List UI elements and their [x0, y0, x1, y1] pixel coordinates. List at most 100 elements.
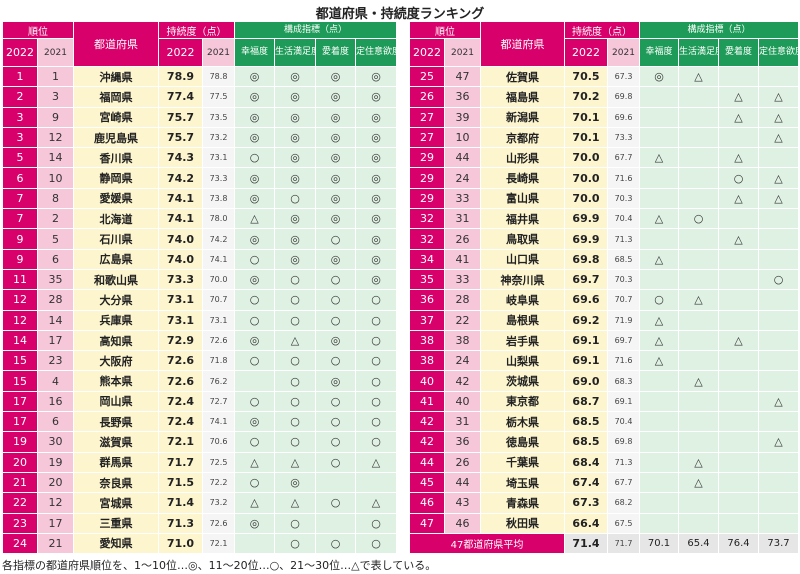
indicator-happiness-cell: ○: [234, 390, 275, 413]
rank-2022-cell: 11: [2, 268, 38, 291]
score-2022-cell: 73.1: [158, 309, 203, 331]
score-2021-cell: 69.8: [607, 431, 640, 453]
table-row: 3 12 鹿児島県 75.7 73.2 ◎ ◎ ◎ ◎: [2, 126, 398, 149]
indicator-attachment-header: 愛着度: [315, 38, 356, 67]
table-row: 26 36 福島県 70.2 69.8 △ △: [409, 86, 800, 108]
indicator-attachment-cell: ○: [315, 228, 356, 250]
prefecture-name-cell: 神奈川県: [480, 268, 565, 291]
rank-2022-cell: 3: [2, 126, 38, 149]
indicator-life-satisfaction-cell: [678, 187, 719, 210]
score-2021-cell: 73.2: [202, 492, 235, 514]
score-2021-cell: 67.3: [607, 65, 640, 88]
indicator-settlement-cell: [757, 147, 800, 169]
indicator-settlement-cell: [757, 370, 800, 392]
average-label: 47都道府県平均: [409, 532, 565, 554]
indicator-happiness-cell: ◎: [234, 228, 275, 250]
score-2022-header: 2022: [158, 38, 203, 67]
indicator-attachment-header: 愛着度: [718, 38, 759, 67]
rank-2021-cell: 10: [444, 126, 481, 149]
prefecture-name-cell: 広島県: [73, 248, 159, 270]
indicator-group-header: 構成指標（点）: [638, 21, 800, 39]
indicator-attachment-cell: [718, 431, 759, 453]
score-2022-cell: 71.5: [158, 471, 203, 494]
prefecture-name-cell: 愛知県: [73, 532, 159, 555]
prefecture-header: 都道府県: [480, 21, 565, 67]
indicator-happiness-cell: ◎: [234, 512, 275, 534]
score-2021-cell: 78.8: [202, 65, 235, 88]
score-2022-cell: 70.0: [564, 167, 608, 189]
indicator-attachment-cell: ○: [315, 350, 356, 372]
score-2021-cell: 73.5: [202, 106, 235, 128]
prefecture-name-cell: 石川県: [73, 228, 159, 250]
indicator-life-satisfaction-cell: ◎: [274, 167, 316, 189]
score-2022-cell: 69.8: [564, 248, 608, 270]
prefecture-name-cell: 富山県: [480, 187, 565, 210]
indicator-life-satisfaction-cell: [678, 492, 719, 514]
score-2021-cell: 71.9: [607, 309, 640, 331]
score-2022-cell: 72.6: [158, 350, 203, 372]
score-2021-cell: 72.6: [202, 512, 235, 534]
score-2022-cell: 71.7: [158, 451, 203, 473]
indicator-life-satisfaction-cell: ○: [274, 187, 316, 210]
score-2022-cell: 75.7: [158, 106, 203, 128]
score-2022-cell: 69.2: [564, 309, 608, 331]
indicator-life-satisfaction-cell: ◎: [274, 126, 316, 149]
indicator-happiness-cell: ◎: [234, 126, 275, 149]
score-2021-cell: 70.0: [202, 268, 235, 291]
rank-2021-header: 2021: [37, 38, 74, 67]
rank-2022-cell: 41: [409, 390, 445, 413]
score-2021-cell: 68.2: [607, 492, 640, 514]
score-2021-cell: 67.5: [607, 512, 640, 534]
score-2021-header: 2021: [607, 38, 640, 67]
rank-2021-cell: 9: [37, 106, 74, 128]
indicator-happiness-header: 幸福度: [639, 38, 679, 67]
table-row: 29 44 山形県 70.0 67.7 △ △: [409, 147, 800, 169]
indicator-happiness-cell: [639, 167, 679, 189]
rank-2021-cell: 3: [37, 86, 74, 108]
indicator-life-satisfaction-cell: [678, 350, 719, 372]
indicator-life-satisfaction-cell: [678, 390, 719, 413]
rank-2021-cell: 4: [37, 370, 74, 392]
table-row: 25 47 佐賀県 70.5 67.3 ◎ △: [409, 65, 800, 88]
score-2021-cell: 72.2: [202, 471, 235, 494]
score-2022-cell: 73.1: [158, 289, 203, 311]
rank-2022-header: 2022: [409, 38, 445, 67]
indicator-attachment-cell: ◎: [315, 147, 356, 169]
ranking-table-left: 順位 都道府県 持続度（点） 構成指標（点） 2022 2021 2022 20…: [2, 21, 398, 555]
score-2022-cell: 68.7: [564, 390, 608, 413]
indicator-attachment-cell: [718, 512, 759, 534]
table-row: 45 44 埼玉県 67.4 67.7 △: [409, 471, 800, 494]
rank-2022-cell: 7: [2, 187, 38, 210]
indicator-happiness-cell: ○: [234, 289, 275, 311]
indicator-settlement-header: 定住意欲度: [354, 38, 398, 67]
rank-2022-cell: 42: [409, 431, 445, 453]
indicator-happiness-cell: [234, 370, 275, 392]
table-row: 1 1 沖縄県 78.9 78.8 ◎ ◎ ◎ ◎: [2, 65, 398, 88]
rank-2021-cell: 2: [37, 208, 74, 230]
rank-2021-cell: 28: [444, 289, 481, 311]
prefecture-name-cell: 宮城県: [73, 492, 159, 514]
score-2022-cell: 69.9: [564, 208, 608, 230]
indicator-settlement-cell: ◎: [354, 106, 398, 128]
indicator-settlement-cell: ◎: [354, 187, 398, 210]
score-2021-cell: 72.5: [202, 451, 235, 473]
indicator-life-satisfaction-cell: [678, 411, 719, 433]
indicator-happiness-cell: [639, 228, 679, 250]
rank-2022-header: 2022: [2, 38, 38, 67]
rank-group-header: 順位: [2, 21, 74, 39]
indicator-settlement-cell: ○: [354, 512, 398, 534]
table-row: 14 17 高知県 72.9 72.6 ◎ △ ◎ ○: [2, 329, 398, 352]
indicator-settlement-cell: ◎: [354, 126, 398, 149]
rank-2022-cell: 5: [2, 147, 38, 169]
average-score-2021: 71.7: [607, 532, 640, 554]
rank-2021-cell: 26: [444, 228, 481, 250]
prefecture-name-cell: 福岡県: [73, 86, 159, 108]
indicator-settlement-cell: [757, 329, 800, 352]
indicator-life-satisfaction-cell: ○: [274, 350, 316, 372]
score-2022-cell: 70.5: [564, 65, 608, 88]
rank-2021-cell: 33: [444, 187, 481, 210]
score-2021-cell: 69.6: [607, 106, 640, 128]
indicator-settlement-cell: [354, 471, 398, 494]
indicator-attachment-cell: △: [718, 228, 759, 250]
indicator-life-satisfaction-cell: [678, 309, 719, 331]
